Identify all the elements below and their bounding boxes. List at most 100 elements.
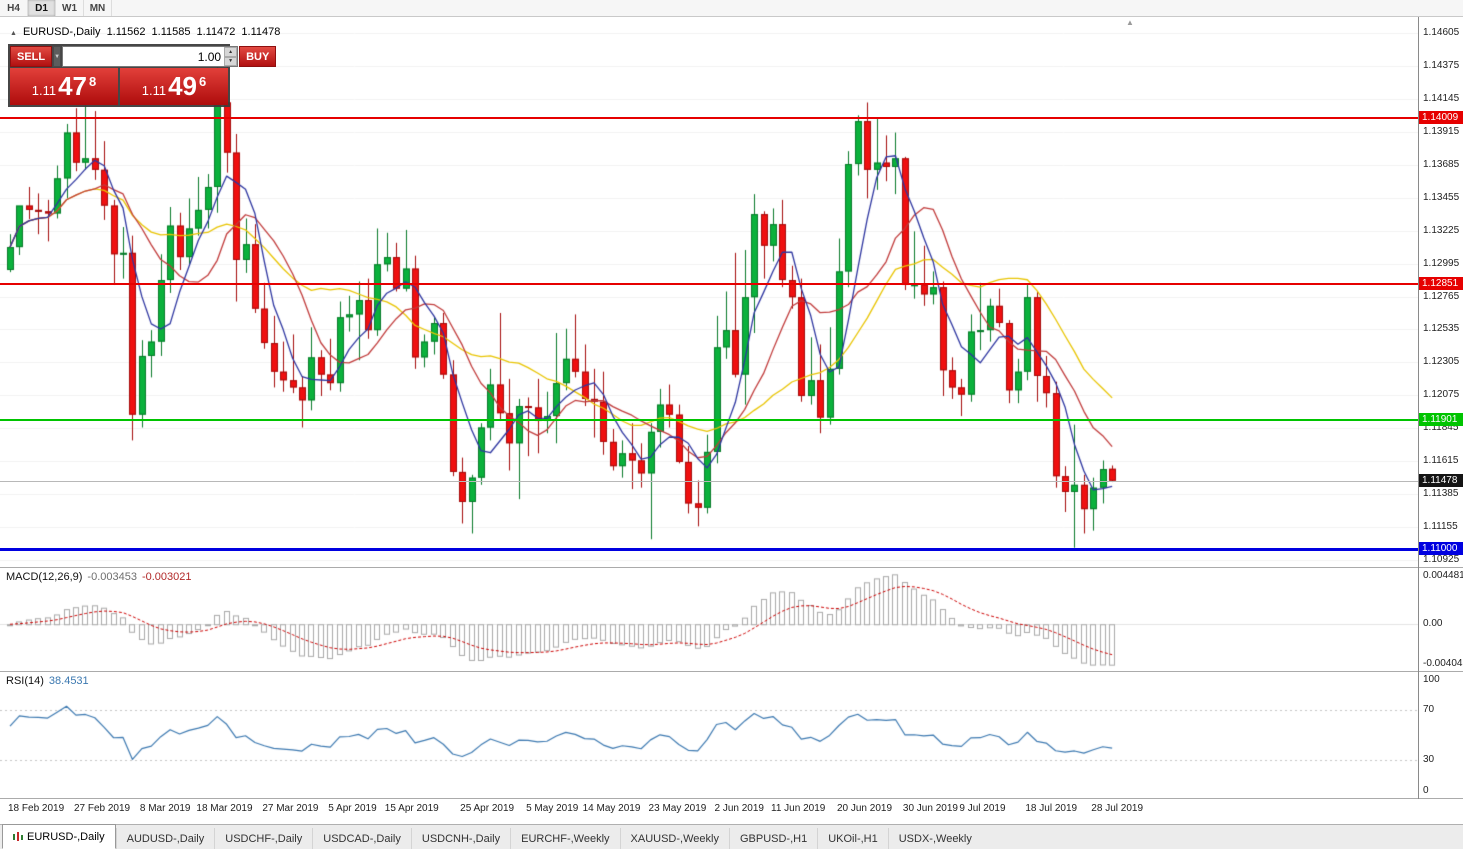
volume-decrease-button[interactable]: ▼ [224, 56, 238, 66]
tab-label: EURCHF-,Weekly [521, 832, 610, 845]
x-axis-label: 5 Apr 2019 [328, 803, 377, 814]
macd-scale-max: 0.004481 [1423, 570, 1463, 581]
tab-eurchf-weekly[interactable]: EURCHF-,Weekly [510, 828, 619, 849]
pane-separator[interactable] [0, 567, 1463, 568]
y-axis-label: 1.14375 [1423, 59, 1460, 71]
y-axis-label: 1.12995 [1423, 257, 1460, 269]
tab-gbpusd-h1[interactable]: GBPUSD-,H1 [728, 828, 817, 849]
tab-label: AUDUSD-,Daily [126, 832, 205, 845]
ohlc-low: 1.11472 [196, 26, 236, 38]
price-line-label: 1.11000 [1419, 542, 1463, 556]
tab-label: USDCNH-,Daily [421, 832, 501, 845]
sell-price-prefix: 1.11 [31, 83, 57, 98]
buy-price-prefix: 1.11 [141, 83, 167, 98]
tab-audusd-daily[interactable]: AUDUSD-,Daily [115, 828, 215, 849]
sell-button[interactable]: SELL [10, 46, 53, 67]
x-axis-label: 5 May 2019 [526, 803, 579, 814]
tab-usdcnh-daily[interactable]: USDCNH-,Daily [410, 828, 510, 849]
volume-increase-button[interactable]: ▲ [224, 47, 238, 57]
macd-scale-zero: 0.00 [1423, 618, 1443, 630]
ohlc-open: 1.11562 [106, 26, 146, 38]
price-line-label: 1.12851 [1419, 277, 1463, 291]
x-axis-label: 27 Mar 2019 [262, 803, 319, 814]
x-axis-label: 15 Apr 2019 [384, 803, 439, 814]
tab-xauusd-weekly[interactable]: XAUUSD-,Weekly [619, 828, 729, 849]
price-line-label: 1.11901 [1419, 413, 1463, 427]
tab-usdx-weekly[interactable]: USDX-,Weekly [887, 828, 982, 849]
x-axis-label: 30 Jun 2019 [902, 803, 958, 814]
timeframe-w1-button[interactable]: W1 [56, 0, 84, 16]
pane-separator [0, 798, 1463, 799]
volume-preset-dropdown-icon[interactable]: ▼ [53, 46, 62, 67]
buy-price-display[interactable]: 1.11 49 6 [120, 68, 228, 105]
sell-price-main: 47 [58, 71, 88, 101]
x-axis-label: 18 Mar 2019 [196, 803, 253, 814]
ohlc-high: 1.11585 [151, 26, 191, 38]
chart-ohlc-header: ▲ EURUSD-,Daily 1.11562 1.11585 1.11472 … [10, 26, 280, 38]
x-axis-label: 23 May 2019 [648, 803, 707, 814]
rsi-indicator-canvas[interactable] [0, 672, 1418, 798]
timeframe-h4-button[interactable]: H4 [0, 0, 28, 16]
tab-label: EURUSD-,Daily [27, 830, 105, 843]
tab-label: XAUUSD-,Weekly [630, 832, 719, 845]
pane-separator[interactable] [0, 671, 1463, 672]
tab-label: GBPUSD-,H1 [739, 832, 808, 845]
y-axis-label: 1.12305 [1423, 356, 1460, 368]
x-axis-label: 28 Jul 2019 [1091, 803, 1144, 814]
tab-label: USDX-,Weekly [898, 832, 972, 845]
buy-button[interactable]: BUY [239, 46, 277, 67]
x-axis-label: 20 Jun 2019 [836, 803, 893, 814]
rsi-name: RSI(14) [6, 675, 44, 687]
ohlc-close: 1.11478 [241, 26, 281, 38]
tab-usdcad-daily[interactable]: USDCAD-,Daily [312, 828, 411, 849]
sell-price-display[interactable]: 1.11 47 8 [10, 68, 118, 105]
volume-stepper: ▲ ▼ [224, 47, 238, 66]
rsi-scale-70: 70 [1423, 703, 1435, 715]
tab-usdchf-daily[interactable]: USDCHF-,Daily [214, 828, 312, 849]
tab-eurusd-daily[interactable]: EURUSD-,Daily [2, 824, 116, 849]
x-axis-label: 11 Jun 2019 [771, 803, 826, 814]
y-axis-label: 1.13915 [1423, 125, 1460, 137]
horizontal-line[interactable] [0, 419, 1418, 422]
buy-price-pip: 6 [199, 74, 207, 89]
x-axis-label: 2 Jun 2019 [714, 803, 765, 814]
rsi-scale-100: 100 [1423, 674, 1440, 685]
x-axis-label: 8 Mar 2019 [139, 803, 191, 814]
x-axis-label: 14 May 2019 [582, 803, 641, 814]
volume-input[interactable] [63, 47, 225, 66]
chart-symbol-period: EURUSD-,Daily [22, 26, 101, 38]
rsi-indicator-label: RSI(14) 38.4531 [6, 675, 89, 687]
y-axis-label: 1.12535 [1423, 323, 1460, 335]
price-line-label: 1.14009 [1419, 111, 1463, 125]
horizontal-line[interactable] [0, 283, 1418, 286]
timeframe-mn-button[interactable]: MN [84, 0, 112, 16]
timeframe-toolbar: H4 D1 W1 MN [0, 0, 1463, 17]
volume-field: ▲ ▼ [62, 46, 239, 67]
macd-indicator-canvas[interactable] [0, 568, 1418, 671]
tab-label: USDCHF-,Daily [225, 832, 303, 845]
chart-shift-marker-icon[interactable]: ▲ [1126, 18, 1134, 27]
one-click-trading-panel: SELL ▼ ▲ ▼ BUY 1.11 47 8 1.11 49 6 [8, 44, 277, 107]
macd-signal-value: -0.003021 [141, 571, 192, 583]
price-axis-line[interactable] [1418, 17, 1419, 799]
tab-label: USDCAD-,Daily [323, 832, 401, 845]
rsi-scale-30: 30 [1423, 754, 1435, 766]
y-axis-label: 1.12075 [1423, 389, 1460, 401]
bid-price-label: 1.11478 [1419, 473, 1463, 487]
x-axis-label: 18 Jul 2019 [1025, 803, 1078, 814]
bid-price-line [0, 480, 1418, 482]
horizontal-line[interactable] [0, 547, 1418, 551]
tab-ukoil-h1[interactable]: UKOil-,H1 [817, 828, 888, 849]
main-price-chart-canvas[interactable] [0, 17, 1418, 567]
sell-price-pip: 8 [89, 74, 97, 89]
y-axis-label: 1.13225 [1423, 224, 1460, 236]
timeframe-d1-button[interactable]: D1 [28, 0, 56, 16]
x-axis-label: 25 Apr 2019 [460, 803, 515, 814]
macd-main-value: -0.003453 [87, 571, 137, 583]
y-axis-label: 1.13455 [1423, 191, 1460, 203]
macd-scale-min: -0.004048 [1423, 658, 1463, 669]
y-axis-label: 1.10925 [1423, 553, 1460, 565]
chart-tab-icon [13, 831, 23, 842]
horizontal-line[interactable] [0, 117, 1418, 120]
